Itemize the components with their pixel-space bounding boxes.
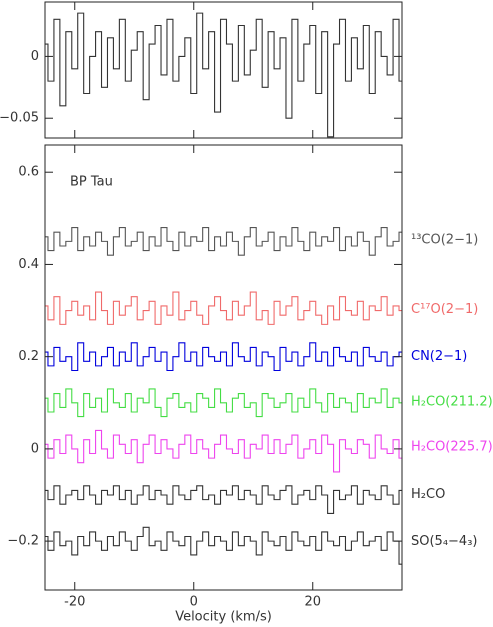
spectrum: [45, 388, 402, 418]
series-label: H₂CO(211.2): [411, 394, 493, 409]
series-label: C¹⁷O(2−1): [411, 302, 478, 317]
x-axis-label: Velocity (km/s): [175, 610, 272, 625]
spectrum: [45, 342, 402, 372]
x-tick-label: -20: [64, 595, 85, 610]
spectrum: [45, 12, 402, 138]
y-tick-label: −0.05: [0, 111, 39, 126]
spectrum: [45, 485, 402, 515]
x-tick-label: 20: [304, 595, 321, 610]
spectrum: [45, 429, 402, 473]
spectrum: [45, 291, 402, 325]
series-label: H₂CO: [411, 487, 445, 502]
y-tick-label: 0.4: [18, 257, 39, 272]
series-label: ¹³CO(2−1): [411, 233, 478, 248]
spectrum: [45, 526, 402, 565]
y-tick-label: 0: [31, 49, 39, 64]
plot-frame: [44, 144, 403, 591]
y-tick-label: 0.6: [18, 165, 39, 180]
series-label: SO(5₄−4₃): [411, 534, 478, 549]
series-label: CN(2−1): [411, 349, 467, 364]
y-tick-label: −0.2: [7, 534, 39, 549]
spectrum: [45, 226, 402, 256]
y-tick-label: 0.2: [18, 349, 39, 364]
annotation: BP Tau: [70, 175, 113, 190]
plot-frame: [44, 1, 403, 139]
x-tick-label: 0: [190, 595, 198, 610]
y-tick-label: 0: [31, 441, 39, 456]
series-label: H₂CO(225.7): [411, 440, 493, 455]
